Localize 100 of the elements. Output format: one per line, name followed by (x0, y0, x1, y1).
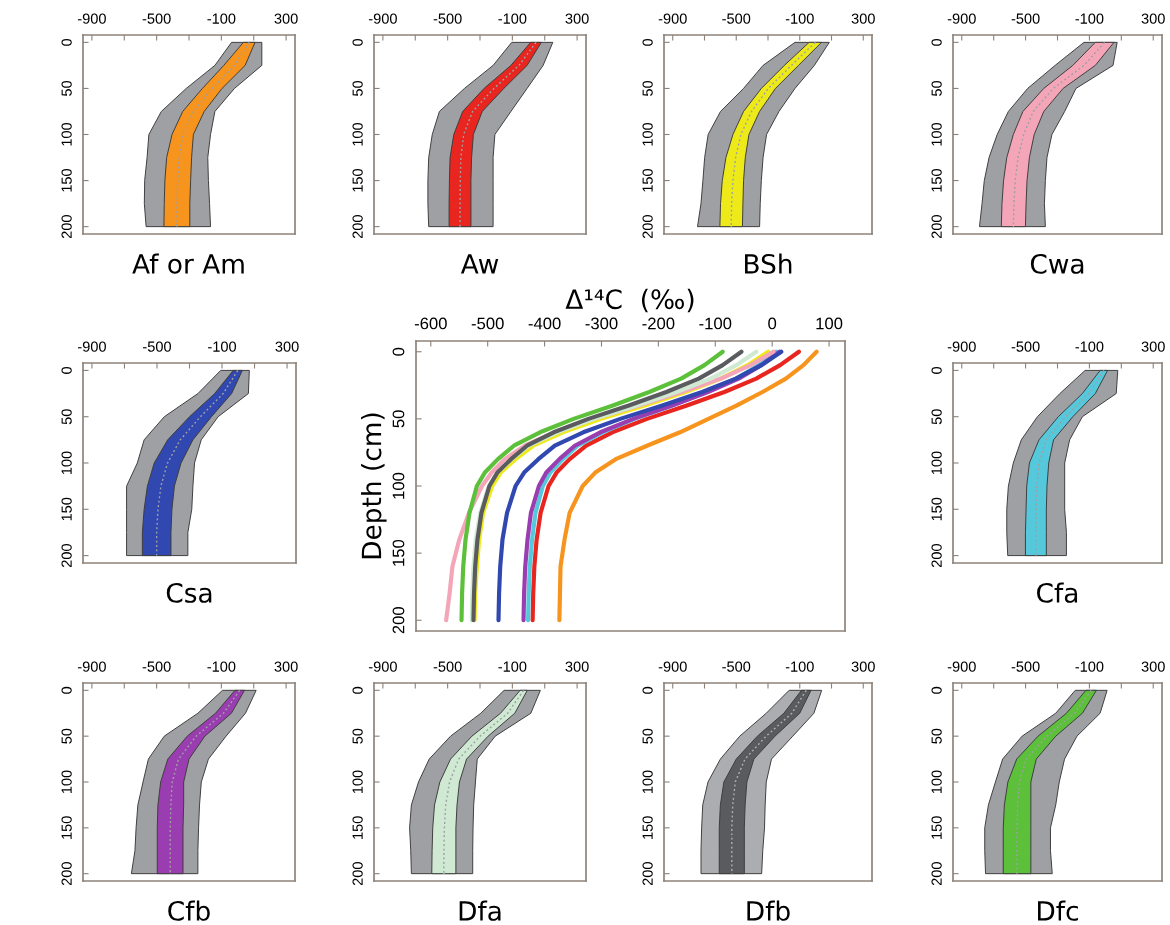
y-tick-label: 0 (61, 38, 72, 46)
x-tick-label: 300 (565, 13, 589, 24)
x-tick-label: -500 (1011, 661, 1040, 672)
y-tick-label: 100 (931, 122, 942, 146)
y-tick-label: 150 (392, 539, 405, 566)
x-tick-label: -500 (471, 317, 504, 330)
y-tick-label: 150 (61, 816, 72, 839)
y-tick-label: 150 (61, 168, 72, 192)
x-tick-label: -300 (585, 317, 618, 330)
y-tick-label: 50 (61, 409, 72, 425)
y-tick-label: 200 (352, 862, 363, 886)
y-tick-label: 150 (352, 816, 363, 839)
y-tick-label: 50 (642, 80, 653, 96)
x-tick-label: -500 (143, 341, 172, 352)
y-tick-label: 200 (392, 607, 405, 634)
y-tick-label: 150 (642, 816, 653, 839)
y-tick-label: 100 (352, 770, 363, 794)
x-tick-label: 300 (565, 661, 589, 672)
y-tick-label: 100 (61, 122, 72, 146)
y-tick-label: 50 (61, 728, 72, 744)
y-tick-label: 200 (931, 215, 942, 239)
x-tick-label: -100 (498, 13, 527, 24)
x-tick-label: -900 (77, 661, 106, 672)
x-tick-label: -100 (1075, 13, 1104, 24)
text: Dfa (459, 900, 501, 921)
x-tick-label: -400 (528, 317, 561, 330)
x-tick-label: -100 (785, 661, 814, 672)
y-tick-label: 0 (61, 366, 72, 374)
y-tick-label: 0 (352, 38, 363, 46)
x-tick-label: -900 (78, 341, 106, 352)
text: Aw (460, 254, 499, 274)
y-tick-label: 0 (61, 686, 72, 694)
y-tick-label: 100 (642, 122, 653, 146)
y-tick-label: 0 (352, 686, 363, 694)
x-tick-label: 300 (851, 661, 875, 672)
x-tick-label: -200 (642, 317, 675, 330)
x-tick-label: -600 (414, 317, 447, 330)
x-tick-label: -100 (699, 317, 732, 330)
y-tick-label: 100 (352, 122, 363, 146)
text: BSh (745, 253, 792, 274)
y-tick-label: 50 (931, 80, 942, 96)
x-tick-label: -500 (1011, 13, 1040, 24)
y-tick-label: 200 (931, 862, 942, 886)
y-tick-label: 200 (352, 215, 363, 239)
x-tick-label: 300 (851, 13, 875, 24)
y-tick-label: 50 (931, 728, 942, 744)
x-tick-label: -500 (722, 13, 751, 24)
x-tick-label: -900 (658, 661, 687, 672)
x-tick-label: -500 (433, 661, 462, 672)
y-tick-label: 200 (61, 862, 72, 886)
x-tick-label: 300 (274, 661, 298, 672)
y-tick-label: 50 (352, 728, 363, 744)
x-axis-title: Δ¹⁴C (‰) (565, 288, 694, 313)
x-tick-label: -500 (722, 661, 751, 672)
y-tick-label: 200 (61, 215, 72, 239)
x-tick-label: -500 (142, 13, 171, 24)
x-tick-label: -500 (433, 13, 462, 24)
x-tick-label: -900 (947, 13, 976, 24)
text: Csa (166, 582, 212, 603)
y-tick-label: 50 (352, 80, 363, 96)
y-tick-label: 0 (931, 366, 942, 374)
y-tick-label: 100 (931, 451, 942, 475)
x-tick-label: -100 (785, 13, 814, 24)
y-tick-label: 200 (642, 862, 653, 886)
x-tick-label: -100 (207, 661, 236, 672)
y-tick-label: 100 (61, 770, 72, 794)
y-tick-label: 150 (931, 168, 942, 192)
x-tick-label: -100 (1075, 341, 1104, 352)
y-tick-label: 200 (642, 215, 653, 239)
y-tick-label: 150 (642, 168, 653, 192)
y-tick-label: 50 (61, 80, 72, 96)
y-tick-label: 200 (931, 544, 942, 568)
y-tick-label: 0 (642, 38, 653, 46)
text: Cwa (1030, 253, 1084, 274)
text: Dfc (1038, 900, 1078, 921)
y-tick-label: 150 (931, 816, 942, 839)
y-tick-label: 100 (61, 451, 72, 475)
x-tick-label: 300 (274, 13, 298, 24)
x-tick-label: -900 (77, 13, 106, 24)
text: Cfb (168, 900, 210, 921)
text: Dfb (747, 900, 790, 921)
y-tick-label: 100 (392, 472, 405, 499)
y-tick-label: 150 (61, 497, 72, 521)
x-tick-label: -900 (947, 661, 976, 672)
x-tick-label: 0 (768, 317, 777, 330)
x-tick-label: -900 (658, 13, 687, 24)
y-tick-label: 150 (352, 168, 363, 192)
y-tick-label: 0 (931, 38, 942, 46)
y-tick-label: 50 (642, 728, 653, 744)
y-axis-title: Depth (cm) (361, 413, 387, 559)
x-tick-label: 300 (1141, 341, 1165, 352)
x-tick-label: -100 (1075, 661, 1104, 672)
x-tick-label: -500 (142, 661, 171, 672)
x-tick-label: 100 (816, 317, 843, 330)
y-tick-label: 100 (642, 770, 653, 794)
x-tick-label: 300 (1141, 661, 1165, 672)
y-tick-label: 150 (931, 497, 942, 521)
x-tick-label: 300 (1141, 13, 1165, 24)
x-tick-label: -900 (947, 341, 976, 352)
y-tick-label: 50 (392, 410, 405, 428)
